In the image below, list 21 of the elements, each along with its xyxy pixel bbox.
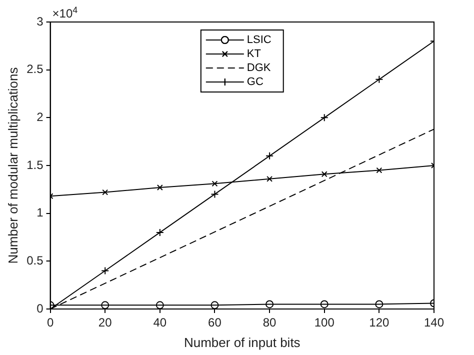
x-tick-label: 80 bbox=[262, 316, 277, 330]
legend-label: GC bbox=[246, 76, 264, 88]
x-tick-label: 40 bbox=[153, 316, 167, 330]
x-tick-label: 140 bbox=[424, 316, 444, 330]
x-axis-title: Number of input bits bbox=[184, 334, 301, 350]
x-tick-label: 0 bbox=[46, 316, 54, 330]
y-tick-label: 2.5 bbox=[26, 62, 44, 76]
y-tick-label: 0.5 bbox=[26, 253, 44, 268]
y-tick-label: 2 bbox=[36, 110, 44, 124]
y-tick-label: 3 bbox=[36, 14, 44, 28]
x-tick-label: 100 bbox=[314, 316, 335, 330]
x-tick-label: 120 bbox=[369, 316, 390, 330]
y-axis-title: Number of modular multiplications bbox=[5, 66, 20, 264]
legend-label: KT bbox=[246, 48, 262, 60]
legend-label: LSIC bbox=[246, 34, 272, 46]
y-tick-label: 1.5 bbox=[26, 158, 44, 172]
y-tick-label: 0 bbox=[36, 301, 44, 316]
y-tick-label: 1 bbox=[36, 206, 44, 220]
x-tick-label: 20 bbox=[98, 316, 112, 330]
legend-label: DGK bbox=[246, 62, 272, 74]
x-tick-label: 60 bbox=[208, 316, 222, 330]
